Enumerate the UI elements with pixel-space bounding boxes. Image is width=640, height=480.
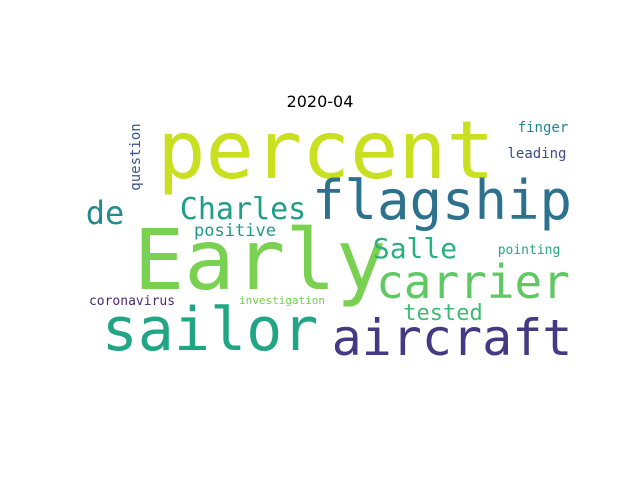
word-early: Early [134, 211, 387, 309]
word-positive: positive [194, 221, 276, 241]
word-pointing: pointing [498, 243, 561, 258]
word-sailor: sailor [102, 295, 319, 365]
word-finger: finger [518, 120, 569, 136]
word-aircraft: aircraft [332, 309, 573, 367]
word-coronavirus: coronavirus [89, 294, 175, 309]
word-tested: tested [403, 301, 482, 326]
word-leading: leading [507, 146, 566, 162]
word-salle: Salle [373, 232, 457, 265]
word-question: question [128, 123, 144, 190]
word-percent: percent [157, 104, 494, 197]
word-de: de [86, 194, 125, 232]
figure-title: 2020-04 [286, 92, 354, 111]
word-carrier: carrier [376, 255, 570, 309]
word-flagship: flagship [312, 169, 572, 232]
word-investigation: investigation [239, 294, 325, 307]
word-charles: Charles [180, 192, 306, 227]
